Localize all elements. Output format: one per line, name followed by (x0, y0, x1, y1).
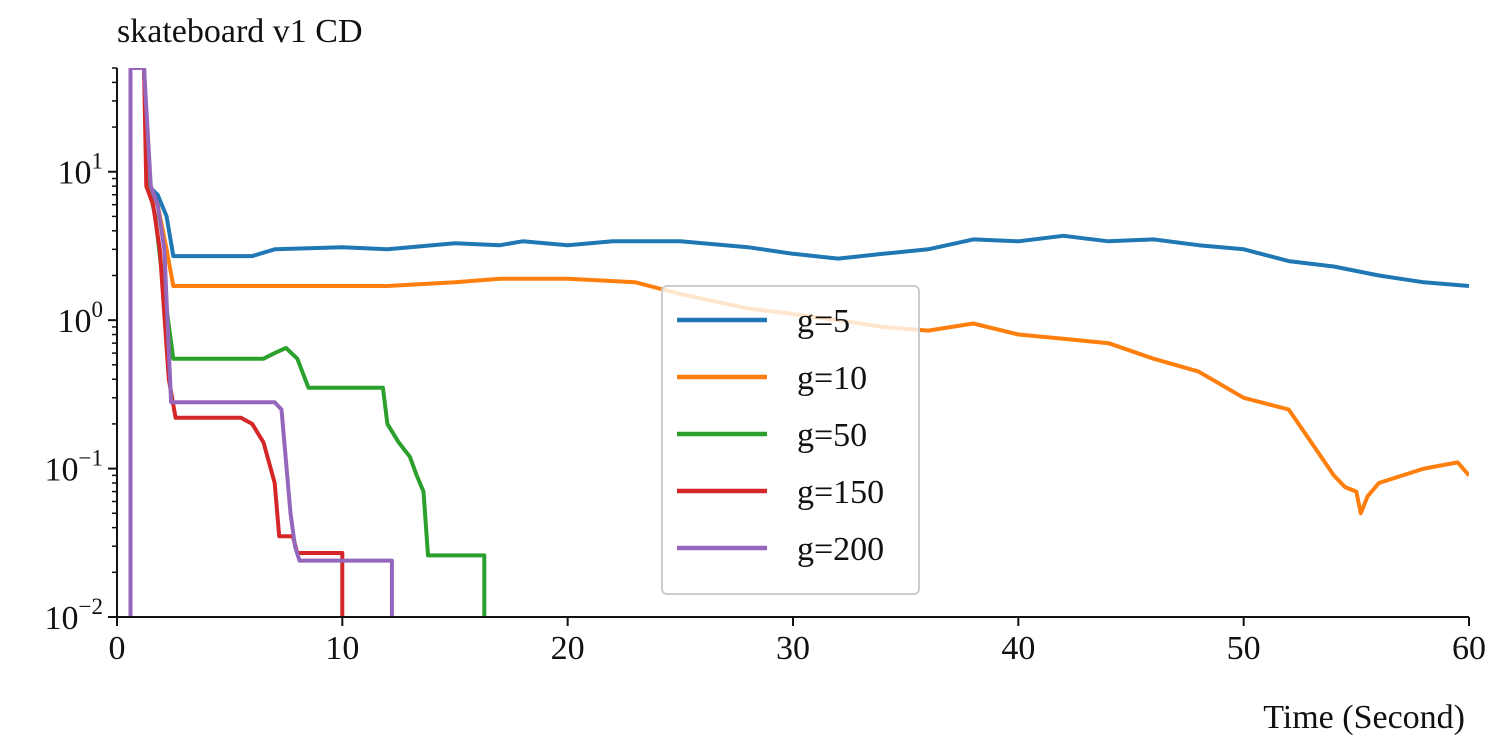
series-line-4 (128, 68, 394, 617)
x-tick-label: 0 (109, 630, 126, 667)
y-tick-label: 10−2 (45, 594, 103, 637)
x-tick-label: 40 (1001, 630, 1035, 667)
chart-title: skateboard v1 CD (117, 13, 363, 50)
series-line-3 (128, 68, 345, 617)
legend-label-0: g=5 (797, 303, 850, 340)
x-axis-label: Time (Second) (1263, 699, 1465, 736)
legend-label-2: g=50 (797, 417, 867, 454)
x-ticks: 0 10 20 30 40 50 60 (109, 617, 1486, 667)
series-layer (128, 68, 1469, 617)
x-tick-label: 20 (551, 630, 585, 667)
legend-box (661, 285, 920, 595)
legend-label-1: g=10 (797, 360, 867, 397)
legend-label-4: g=200 (797, 531, 884, 568)
x-tick-label: 50 (1227, 630, 1261, 667)
series-line-2 (128, 68, 487, 617)
y-tick-label: 10−1 (45, 446, 103, 489)
y-ticks: 10−2 10−1 100 101 (45, 67, 117, 637)
legend-label-3: g=150 (797, 474, 884, 511)
y-tick-label: 100 (58, 297, 104, 340)
x-tick-label: 60 (1452, 630, 1486, 667)
series-line-0 (128, 68, 1469, 617)
x-tick-label: 10 (325, 630, 359, 667)
y-tick-label: 101 (58, 149, 104, 192)
x-tick-label: 30 (776, 630, 810, 667)
legend: g=5 g=10 g=50 g=150 g=200 (661, 285, 920, 595)
